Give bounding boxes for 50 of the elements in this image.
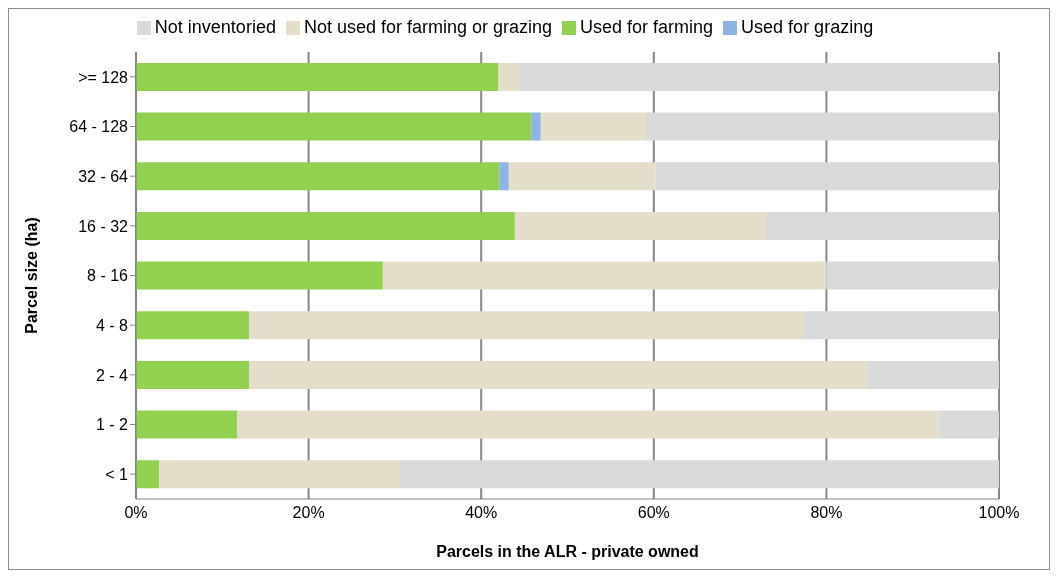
- bar: [136, 410, 237, 439]
- bar: [136, 112, 532, 141]
- bar: [136, 460, 160, 489]
- bar: [249, 360, 868, 389]
- y-tick-label: 16 - 32: [78, 217, 129, 235]
- y-tick-label: 8 - 16: [87, 267, 129, 285]
- bar: [136, 261, 383, 290]
- bar: [382, 261, 827, 290]
- x-tick-label: 80%: [810, 504, 843, 522]
- bar: [646, 112, 999, 141]
- bar: [136, 360, 250, 389]
- x-tick-label: 40%: [465, 504, 498, 522]
- bar: [498, 62, 520, 91]
- bar: [938, 410, 999, 439]
- bar: [236, 410, 939, 439]
- y-tick-label: 2 - 4: [95, 366, 129, 384]
- x-tick-label: 0%: [124, 504, 148, 522]
- bar: [514, 211, 766, 240]
- y-tick-label: 1 - 2: [95, 416, 129, 434]
- bar: [136, 211, 515, 240]
- y-tick-label: >= 128: [78, 68, 129, 86]
- y-tick-label: < 1: [105, 465, 129, 483]
- bar: [136, 62, 499, 91]
- bar: [519, 62, 999, 91]
- bar: [499, 162, 509, 191]
- x-tick-label: 60%: [637, 504, 670, 522]
- bar: [400, 460, 999, 489]
- y-tick-label: 32 - 64: [78, 167, 129, 185]
- bar: [159, 460, 401, 489]
- bar: [136, 162, 500, 191]
- bar: [540, 112, 647, 141]
- bar: [655, 162, 999, 191]
- bar: [508, 162, 656, 191]
- legend-label: Not used for farming or grazing: [303, 17, 553, 37]
- bar: [867, 360, 999, 389]
- bar: [531, 112, 541, 141]
- legend-label: Used for grazing: [741, 17, 874, 37]
- bar: [803, 311, 999, 340]
- y-tick-label: 64 - 128: [69, 118, 129, 136]
- bar: [249, 311, 804, 340]
- bar: [136, 311, 250, 340]
- bar: [826, 261, 999, 290]
- legend-label: Used for farming: [580, 17, 714, 37]
- x-axis-title: Parcels in the ALR - private owned: [436, 543, 699, 560]
- legend-label: Not inventoried: [154, 17, 276, 37]
- bar: [765, 211, 999, 240]
- x-tick-label: 100%: [978, 504, 1020, 522]
- y-axis-title: Parcel size (ha): [22, 217, 40, 334]
- y-tick-label: 4 - 8: [95, 316, 129, 334]
- x-tick-label: 20%: [292, 504, 325, 522]
